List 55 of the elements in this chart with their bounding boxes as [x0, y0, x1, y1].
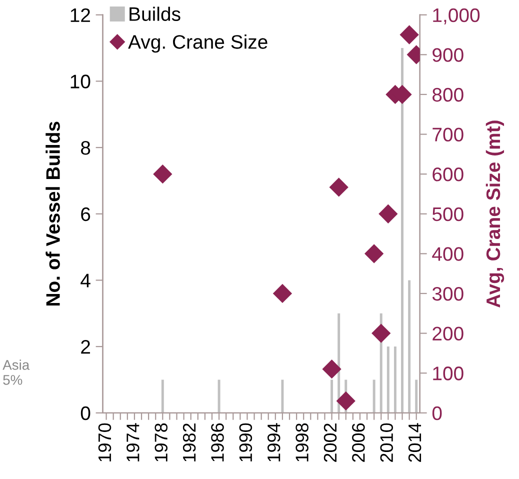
bar	[281, 380, 284, 413]
point	[329, 178, 348, 197]
y-tick-label: 6	[81, 207, 90, 222]
x-tick-label: 1974	[126, 423, 140, 462]
y2-axis-title: Avg, Crane Size (mt)	[486, 120, 504, 308]
x-tick-label: 1982	[182, 424, 196, 462]
y-tick-label: 2	[81, 340, 90, 354]
x-tick-label: 1994	[267, 423, 280, 462]
x-tick-label: 2006	[352, 423, 365, 462]
x-tick-label: 1998	[296, 423, 308, 462]
text: Asia 5%	[2, 360, 30, 385]
y2-tick-label: 900	[432, 48, 464, 62]
point	[272, 284, 292, 304]
y2-tick-label: 800	[432, 88, 464, 102]
bar	[394, 346, 396, 413]
point	[364, 244, 384, 264]
bar	[386, 346, 390, 413]
y2-tick-label: 200	[432, 326, 464, 341]
y2-tick-label: 600	[432, 168, 464, 182]
point	[153, 164, 172, 184]
y-tick-label: 8	[80, 141, 90, 155]
y-tick-label: 4	[80, 274, 90, 288]
y2-tick-label: 700	[432, 128, 464, 142]
x-tick-label: 1990	[239, 423, 252, 462]
x-tick-label: 2010	[380, 423, 394, 462]
point	[322, 360, 342, 379]
bar	[372, 380, 376, 413]
y-axis-title: No. of Vessel Builds	[46, 122, 60, 306]
bar	[338, 313, 340, 413]
point	[336, 391, 356, 411]
x-tick-label: 2002	[324, 424, 337, 462]
y-tick-label: 12	[70, 8, 90, 22]
bar	[401, 48, 404, 413]
y2-tick-label: 300	[432, 286, 464, 301]
x-tick-label: 1978	[154, 423, 168, 462]
point	[372, 324, 391, 343]
x-tick-label: 1970	[98, 423, 112, 462]
y2-tick-label: 400	[432, 247, 464, 261]
bar	[161, 380, 164, 413]
y2-tick-label: 1,000	[433, 8, 480, 24]
x-tick-label: 2014	[408, 423, 422, 462]
y2-tick-label: 0	[432, 406, 442, 420]
bar	[330, 380, 334, 413]
y-tick-label: 0	[80, 406, 90, 420]
legend-label: Builds	[130, 6, 180, 21]
y2-tick-label: 100	[433, 366, 464, 380]
bar	[408, 280, 411, 413]
bar	[218, 380, 220, 413]
x-tick-label: 1986	[211, 423, 224, 462]
legend-label: Avg. Crane Size	[128, 34, 268, 53]
bar	[415, 380, 418, 413]
point	[400, 25, 419, 44]
y-tick-label: 10	[70, 74, 90, 88]
y2-tick-label: 500	[432, 207, 464, 222]
point	[378, 204, 398, 224]
